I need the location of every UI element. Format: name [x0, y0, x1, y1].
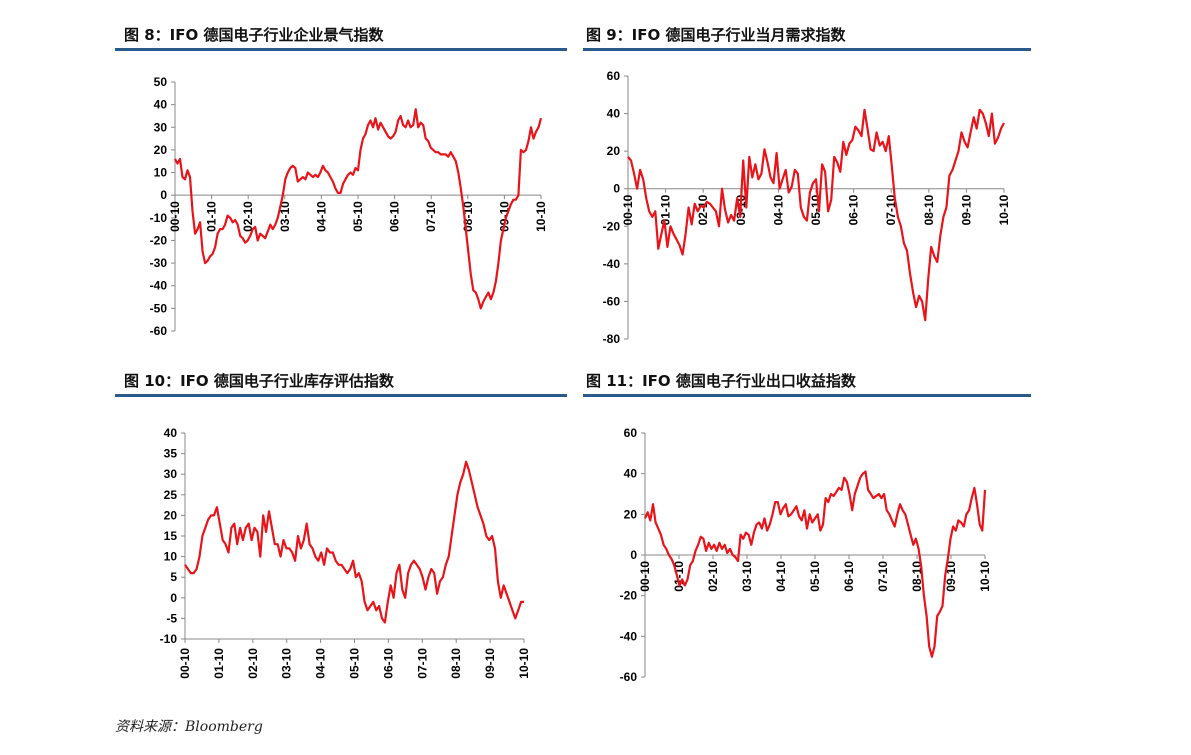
series-line	[174, 108, 543, 310]
x-tick-label: 07-10	[424, 201, 438, 232]
chart3-title: 图 10：IFO 德国电子行业库存评估指数	[124, 372, 394, 390]
y-tick-label: -40	[620, 629, 638, 643]
x-tick-label: 03-10	[740, 561, 754, 592]
y-tick-label: -20	[150, 233, 168, 247]
x-tick-label: 01-10	[205, 201, 219, 232]
x-tick-label: 03-10	[280, 648, 294, 679]
series-line	[627, 108, 1005, 322]
x-tick-label: 02-10	[246, 648, 260, 679]
x-tick-label: 06-10	[847, 194, 861, 225]
y-tick-label: 50	[154, 75, 168, 89]
x-tick-label: 03-10	[278, 201, 292, 232]
x-tick-label: 05-10	[808, 561, 822, 592]
y-tick-label: -5	[166, 611, 177, 625]
x-tick-label: 04-10	[314, 201, 328, 232]
chart1-title: 图 8：IFO 德国电子行业企业景气指数	[124, 26, 384, 44]
y-tick-label: -60	[150, 324, 168, 338]
y-tick-label: 20	[154, 143, 168, 157]
x-tick-label: 08-10	[449, 648, 463, 679]
y-tick-label: 20	[164, 508, 178, 522]
x-tick-label: 00-10	[638, 561, 652, 592]
y-tick-label: 60	[607, 69, 621, 83]
y-tick-label: 0	[613, 182, 620, 196]
x-tick-label: 01-10	[212, 648, 226, 679]
y-tick-label: 20	[624, 507, 638, 521]
x-tick-label: 10-10	[978, 561, 992, 592]
y-tick-label: -20	[620, 589, 638, 603]
y-tick-label: -20	[603, 219, 621, 233]
x-tick-label: 09-10	[483, 648, 497, 679]
header-rule-left-2	[115, 394, 567, 397]
x-tick-label: 07-10	[415, 648, 429, 679]
series-line	[184, 460, 524, 624]
y-tick-label: 0	[630, 548, 637, 562]
y-tick-label: 5	[170, 570, 177, 584]
y-tick-label: 40	[624, 467, 638, 481]
source-note: 资料来源：Bloomberg	[115, 719, 263, 735]
x-tick-label: 05-10	[351, 201, 365, 232]
x-tick-label: 07-10	[876, 561, 890, 592]
y-tick-label: 40	[164, 426, 178, 440]
header-rule-right	[583, 48, 1031, 51]
x-tick-label: 00-10	[168, 201, 182, 232]
y-tick-label: 60	[624, 426, 638, 440]
y-tick-label: -40	[150, 279, 168, 293]
x-tick-label: 04-10	[314, 648, 328, 679]
y-tick-label: 30	[154, 120, 168, 134]
y-tick-label: -10	[150, 211, 168, 225]
header-rule-right-2	[583, 394, 1031, 397]
chart2-title: 图 9：IFO 德国电子行业当月需求指数	[586, 26, 846, 44]
series-line	[643, 470, 987, 658]
y-tick-label: -60	[603, 294, 621, 308]
y-tick-label: 0	[170, 591, 177, 605]
x-tick-label: 06-10	[388, 201, 402, 232]
x-tick-label: 04-10	[774, 561, 788, 592]
x-tick-label: 04-10	[771, 194, 785, 225]
y-tick-label: -60	[620, 670, 638, 684]
y-tick-label: 35	[164, 447, 178, 461]
x-tick-label: 08-10	[922, 194, 936, 225]
y-tick-label: 30	[164, 467, 178, 481]
y-tick-label: 10	[154, 166, 168, 180]
chart4-title: 图 11：IFO 德国电子行业出口收益指数	[586, 372, 856, 390]
x-tick-label: 05-10	[348, 648, 362, 679]
y-tick-label: 10	[164, 550, 178, 564]
y-tick-label: 40	[607, 107, 621, 121]
y-tick-label: -50	[150, 301, 168, 315]
x-tick-label: 10-10	[997, 194, 1011, 225]
x-tick-label: 09-10	[944, 561, 958, 592]
y-tick-label: 0	[160, 188, 167, 202]
x-tick-label: 01-10	[659, 194, 673, 225]
y-tick-label: -10	[160, 632, 178, 646]
x-tick-label: 06-10	[381, 648, 395, 679]
y-tick-label: 40	[154, 98, 168, 112]
x-tick-label: 10-10	[517, 648, 531, 679]
y-tick-label: -40	[603, 257, 621, 271]
header-rule-left	[115, 48, 567, 51]
x-tick-label: 09-10	[497, 201, 511, 232]
y-tick-label: -80	[603, 332, 621, 346]
x-tick-label: 10-10	[534, 201, 548, 232]
x-tick-label: 00-10	[178, 648, 192, 679]
y-tick-label: 15	[164, 529, 178, 543]
y-tick-label: 20	[607, 144, 621, 158]
y-tick-label: -30	[150, 256, 168, 270]
y-tick-label: 25	[164, 488, 178, 502]
x-tick-label: 00-10	[621, 194, 635, 225]
x-tick-label: 02-10	[706, 561, 720, 592]
x-tick-label: 09-10	[959, 194, 973, 225]
x-tick-label: 06-10	[842, 561, 856, 592]
x-tick-label: 02-10	[241, 201, 255, 232]
